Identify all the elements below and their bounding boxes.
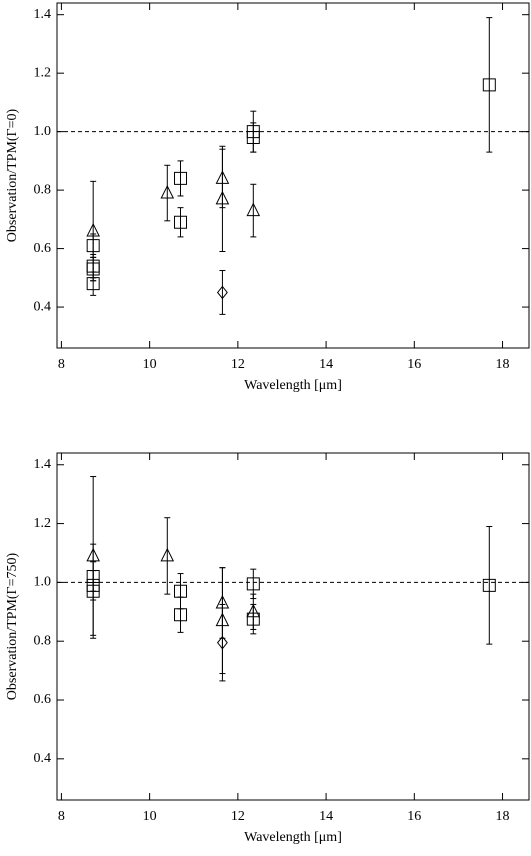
plot-frame	[56, 452, 530, 801]
x-tick-label: 14	[319, 809, 333, 824]
error-bar	[250, 183, 257, 238]
y-tick-label: 1.4	[34, 7, 52, 22]
x-tick-label: 14	[319, 357, 333, 372]
y-tick-label: 0.4	[34, 299, 52, 314]
data-point	[246, 577, 260, 591]
error-bar	[219, 145, 226, 253]
data-point	[215, 190, 230, 205]
y-tick-label: 1.4	[34, 457, 52, 472]
data-point	[216, 635, 228, 650]
data-point	[174, 215, 188, 229]
data-point	[246, 130, 260, 144]
x-tick-label: 12	[231, 809, 245, 824]
y-axis-label: Observation/TPM(Γ=0)	[5, 108, 20, 242]
x-tick-label: 10	[143, 357, 157, 372]
x-tick-label: 8	[58, 809, 65, 824]
error-bar	[90, 271, 97, 296]
error-bar	[250, 568, 257, 600]
error-bar	[90, 543, 97, 639]
data-point	[174, 584, 188, 598]
error-bar	[219, 603, 226, 682]
y-tick-label: 0.6	[34, 692, 52, 707]
plot-frame	[56, 2, 530, 349]
x-tick-label: 10	[143, 809, 157, 824]
data-point	[216, 285, 228, 300]
y-tick-label: 1.2	[34, 65, 52, 80]
data-point	[174, 171, 188, 185]
y-axis-label: Observation/TPM(Γ=750)	[5, 552, 20, 700]
error-bar	[486, 526, 493, 645]
data-point	[86, 239, 100, 253]
y-tick-label: 0.6	[34, 241, 52, 256]
y-tick-label: 0.8	[34, 182, 52, 197]
y-tick-label: 0.4	[34, 751, 52, 766]
data-point	[86, 277, 100, 291]
error-bar	[90, 233, 97, 258]
x-axis-label: Wavelength [μm]	[244, 830, 342, 845]
data-point	[174, 608, 188, 622]
data-point	[482, 78, 496, 92]
y-tick-label: 0.8	[34, 633, 52, 648]
data-point	[160, 184, 175, 199]
error-bar	[177, 160, 184, 197]
y-tick-label: 1.2	[34, 516, 52, 531]
x-tick-label: 18	[496, 357, 510, 372]
data-point	[246, 202, 261, 217]
x-tick-label: 12	[231, 357, 245, 372]
error-bar	[164, 517, 171, 595]
error-bar	[177, 207, 184, 238]
error-bar	[250, 122, 257, 153]
data-point	[86, 262, 100, 276]
data-point	[482, 578, 496, 592]
error-bar	[219, 270, 226, 315]
y-tick-label: 1.0	[34, 124, 52, 139]
data-point	[246, 612, 260, 626]
error-bar	[164, 164, 171, 222]
x-tick-label: 16	[407, 357, 421, 372]
x-axis-label: Wavelength [μm]	[244, 378, 342, 393]
x-tick-label: 16	[407, 809, 421, 824]
y-tick-label: 1.0	[34, 575, 52, 590]
data-point	[86, 584, 100, 598]
x-tick-label: 18	[496, 809, 510, 824]
error-bar	[177, 596, 184, 633]
x-tick-label: 8	[58, 357, 65, 372]
error-bar	[486, 17, 493, 153]
error-bar	[250, 603, 257, 635]
data-point	[160, 547, 175, 562]
